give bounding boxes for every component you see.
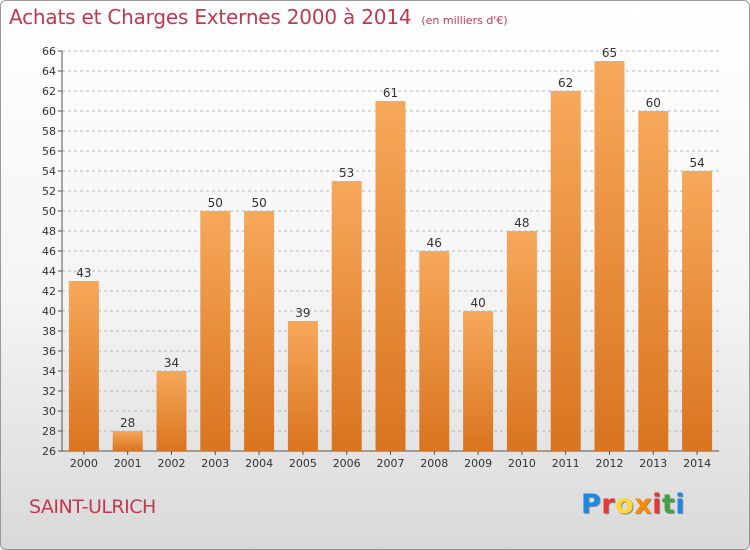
commune-name: SAINT-ULRICH <box>29 496 156 518</box>
x-tick-label: 2001 <box>114 457 142 470</box>
y-tick-label: 26 <box>42 445 56 458</box>
x-tick-label: 2011 <box>552 457 580 470</box>
bar-2011 <box>550 91 581 451</box>
bar-2006 <box>331 181 362 451</box>
x-tick-label: 2000 <box>70 457 98 470</box>
x-tick-label: 2003 <box>201 457 229 470</box>
y-tick-label: 60 <box>42 105 56 118</box>
bar-2007 <box>375 101 406 451</box>
y-tick-label: 56 <box>42 145 56 158</box>
y-tick-label: 62 <box>42 85 56 98</box>
y-tick-label: 64 <box>42 65 56 78</box>
value-label: 39 <box>295 306 310 320</box>
bar-2014 <box>682 171 713 451</box>
y-tick-label: 50 <box>42 205 56 218</box>
chart-subtitle: (en milliers d'€) <box>421 14 508 27</box>
proxiti-logo[interactable]: Proxiti <box>581 489 686 520</box>
value-label: 61 <box>383 86 398 100</box>
bar-2005 <box>287 321 318 451</box>
bars <box>68 61 713 451</box>
value-label: 62 <box>558 76 573 90</box>
value-label: 43 <box>76 266 91 280</box>
bar-2003 <box>200 211 231 451</box>
x-tick-label: 2008 <box>420 457 448 470</box>
axes: 26 28 30 32 34 36 38 40 42 44 46 48 50 52 54 56 58 60 62 64… <box>42 45 719 470</box>
x-tick-label: 2004 <box>245 457 273 470</box>
bar-2002 <box>156 371 187 451</box>
y-tick-label: 38 <box>42 325 56 338</box>
chart-title-text: Achats et Charges Externes 2000 à 2014 <box>9 5 412 29</box>
value-label: 65 <box>602 46 617 60</box>
y-tick-label: 42 <box>42 285 56 298</box>
x-tick-label: 2013 <box>639 457 667 470</box>
value-label: 50 <box>251 196 266 210</box>
y-tick-label: 66 <box>42 45 56 58</box>
y-tick-label: 46 <box>42 245 56 258</box>
value-label: 60 <box>646 96 661 110</box>
x-tick-label: 2007 <box>377 457 405 470</box>
x-tick-label: 2002 <box>158 457 186 470</box>
bar-2013 <box>638 111 669 451</box>
value-label: 50 <box>208 196 223 210</box>
y-tick-label: 32 <box>42 385 56 398</box>
value-label: 54 <box>689 156 704 170</box>
bar-2012 <box>594 61 625 451</box>
bar-2010 <box>506 231 537 451</box>
bar-2004 <box>244 211 275 451</box>
x-tick-label: 2005 <box>289 457 317 470</box>
x-tick-label: 2009 <box>464 457 492 470</box>
value-label: 46 <box>427 236 442 250</box>
y-tick-label: 58 <box>42 125 56 138</box>
bar-2001 <box>112 431 143 451</box>
value-label: 34 <box>164 356 179 370</box>
y-tick-label: 30 <box>42 405 56 418</box>
x-tick-label: 2006 <box>333 457 361 470</box>
bar-2008 <box>419 251 450 451</box>
y-tick-label: 28 <box>42 425 56 438</box>
y-tick-label: 44 <box>42 265 56 278</box>
labels: 43 28 34 50 50 39 53 61 46 40 48 62 65 60 54 <box>76 46 704 430</box>
chart-title: Achats et Charges Externes 2000 à 2014 (e… <box>9 5 508 29</box>
x-tick-label: 2012 <box>596 457 624 470</box>
value-label: 40 <box>470 296 485 310</box>
bar-2000 <box>68 281 99 451</box>
value-label: 28 <box>120 416 135 430</box>
y-tick-label: 34 <box>42 365 56 378</box>
bar-2009 <box>463 311 494 451</box>
value-label: 53 <box>339 166 354 180</box>
x-tick-label: 2010 <box>508 457 536 470</box>
y-tick-label: 54 <box>42 165 56 178</box>
y-tick-label: 40 <box>42 305 56 318</box>
value-label: 48 <box>514 216 529 230</box>
x-tick-label: 2014 <box>683 457 711 470</box>
y-tick-label: 52 <box>42 185 56 198</box>
y-tick-label: 36 <box>42 345 56 358</box>
y-tick-label: 48 <box>42 225 56 238</box>
